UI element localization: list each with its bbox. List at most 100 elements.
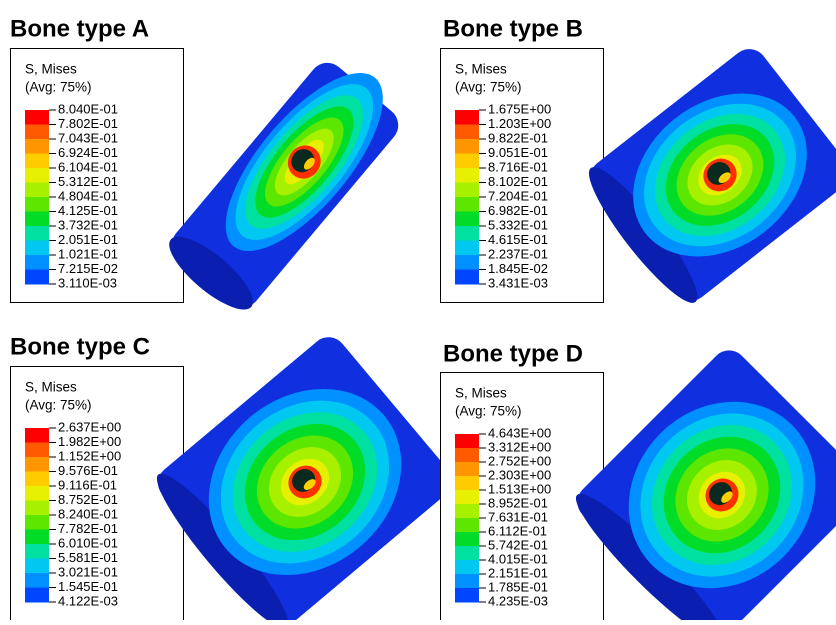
panel-title: Bone type B (443, 15, 583, 42)
legend-swatch (25, 588, 49, 603)
legend-subtitle: (Avg: 75%) (25, 398, 92, 413)
legend-subtitle: (Avg: 75%) (455, 404, 522, 419)
legend-label: 9.576E-01 (58, 463, 118, 478)
legend-swatch (25, 110, 49, 125)
legend-label: 9.051E-01 (488, 145, 548, 160)
legend-label: 7.215E-02 (58, 261, 118, 276)
legend-label: 1.545E-01 (58, 579, 118, 594)
legend-label: 8.952E-01 (488, 495, 548, 510)
legend-label: 9.116E-01 (58, 477, 117, 492)
panel: Bone type CS, Mises(Avg: 75%)2.637E+001.… (10, 330, 459, 620)
legend-label: 1.675E+00 (488, 101, 551, 116)
specimen (145, 330, 460, 620)
legend-swatch (455, 226, 479, 241)
legend-swatch (25, 183, 49, 198)
panel: Bone type BS, Mises(Avg: 75%)1.675E+001.… (441, 15, 836, 313)
legend-label: 1.845E-02 (488, 261, 548, 276)
legend-label: 1.982E+00 (58, 434, 121, 449)
legend-swatch (25, 573, 49, 588)
legend-swatch (455, 546, 479, 561)
legend-label: 4.804E-01 (58, 188, 118, 203)
legend-swatch (455, 154, 479, 169)
legend-label: 7.204E-01 (488, 188, 548, 203)
legend-label: 5.312E-01 (58, 174, 118, 189)
legend-swatch (455, 434, 479, 449)
legend-label: 5.332E-01 (488, 217, 548, 232)
legend-swatch (455, 518, 479, 533)
panel-title: Bone type D (443, 340, 583, 367)
legend-swatch (25, 443, 49, 458)
legend-swatch (25, 212, 49, 227)
legend-label: 7.782E-01 (58, 521, 118, 536)
legend-subtitle: (Avg: 75%) (25, 80, 92, 95)
legend-swatch (25, 515, 49, 530)
legend-label: 4.015E-01 (488, 551, 548, 566)
legend-swatch (25, 501, 49, 516)
legend-label: 8.716E-01 (488, 159, 548, 174)
legend-label: 8.102E-01 (488, 174, 548, 189)
panel-title: Bone type C (10, 333, 150, 360)
legend-label: 9.822E-01 (488, 130, 548, 145)
legend-label: 6.924E-01 (58, 145, 118, 160)
legend-swatch (455, 532, 479, 547)
legend-swatch (25, 255, 49, 270)
legend-label: 2.151E-01 (488, 565, 548, 580)
legend-label: 1.152E+00 (58, 448, 121, 463)
legend-swatch (25, 544, 49, 559)
legend-swatch (25, 530, 49, 545)
legend-label: 7.802E-01 (58, 116, 118, 131)
specimen (577, 42, 836, 313)
panel: Bone type DS, Mises(Avg: 75%)4.643E+003.… (441, 340, 836, 620)
legend-label: 4.122E-03 (58, 593, 118, 608)
legend-label: 4.125E-01 (58, 203, 118, 218)
legend-swatch (25, 226, 49, 241)
legend-swatch (455, 168, 479, 183)
figure: Bone type AS, Mises(Avg: 75%)8.040E-017.… (0, 0, 836, 620)
legend-label: 7.631E-01 (488, 509, 548, 524)
legend-swatch (455, 504, 479, 519)
legend-label: 6.112E-01 (488, 523, 547, 538)
panel: Bone type AS, Mises(Avg: 75%)8.040E-017.… (10, 15, 415, 320)
legend-title: S, Mises (455, 386, 507, 401)
legend-swatch (455, 462, 479, 477)
legend-swatch (25, 559, 49, 574)
legend-swatch (455, 183, 479, 198)
legend-swatch (25, 472, 49, 487)
legend-title: S, Mises (25, 380, 77, 395)
legend-label: 1.021E-01 (58, 246, 118, 261)
legend-swatch (455, 110, 479, 125)
legend-label: 3.431E-03 (488, 275, 548, 290)
legend-swatch (455, 125, 479, 140)
legend-label: 7.043E-01 (58, 130, 118, 145)
legend-title: S, Mises (455, 62, 507, 77)
legend-swatch (455, 490, 479, 505)
legend-subtitle: (Avg: 75%) (455, 80, 522, 95)
legend-label: 2.752E+00 (488, 453, 551, 468)
legend-title: S, Mises (25, 62, 77, 77)
legend-swatch (25, 168, 49, 183)
legend-swatch (455, 560, 479, 575)
legend-label: 2.637E+00 (58, 419, 121, 434)
legend-swatch (455, 476, 479, 491)
legend-label: 1.513E+00 (488, 481, 551, 496)
legend-label: 1.203E+00 (488, 116, 551, 131)
legend-label: 6.104E-01 (58, 159, 118, 174)
legend-swatch (25, 139, 49, 154)
legend-label: 2.237E-01 (488, 246, 548, 261)
page: {"legend_colors": ["#ff0000", "#ff5a00",… (0, 0, 836, 620)
legend-swatch (455, 139, 479, 154)
specimen (564, 343, 836, 620)
legend-swatch (25, 457, 49, 472)
legend-swatch (455, 197, 479, 212)
legend-swatch (25, 270, 49, 285)
legend-swatch (25, 125, 49, 140)
legend-label: 6.010E-01 (58, 535, 118, 550)
legend-label: 8.040E-01 (58, 101, 118, 116)
legend-label: 5.581E-01 (58, 550, 118, 565)
legend-label: 3.732E-01 (58, 217, 118, 232)
legend-swatch (25, 241, 49, 256)
legend-label: 2.303E+00 (488, 467, 551, 482)
legend-label: 8.240E-01 (58, 506, 118, 521)
legend-swatch (455, 241, 479, 256)
legend-label: 3.110E-03 (58, 275, 117, 290)
